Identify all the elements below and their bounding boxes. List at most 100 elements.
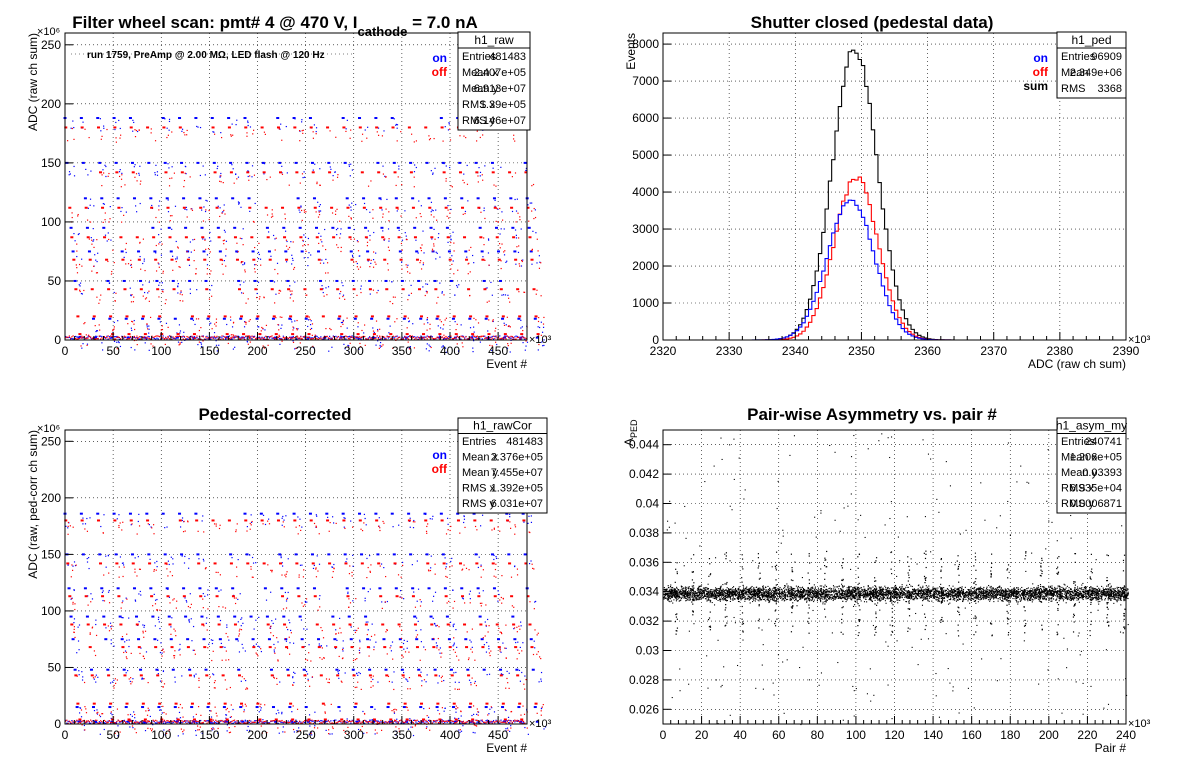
band-point-off: [113, 519, 117, 522]
band-point-off: [291, 333, 295, 336]
scatter-point-off: [387, 675, 390, 678]
scatter-point-on: [131, 715, 133, 717]
scatter-point-off: [284, 213, 286, 215]
scatter-point-off: [357, 681, 359, 683]
scatter-point-on: [283, 519, 285, 521]
scatter-point-off: [99, 299, 101, 301]
baseline-point-on: [376, 720, 378, 722]
scatter-point-on: [99, 118, 102, 120]
band-point-off: [479, 236, 483, 239]
baseline-point-on: [491, 335, 493, 338]
baseline-point-on: [105, 722, 107, 724]
scatter-point-off: [385, 208, 387, 210]
scatter-point-on: [125, 211, 127, 213]
band-point-on: [370, 317, 374, 320]
baseline-point-off: [230, 337, 232, 339]
scatter-point-off: [501, 602, 503, 604]
baseline-point-on: [187, 721, 189, 723]
scatter-point-off: [127, 323, 129, 325]
band-point-off: [415, 646, 419, 649]
scatter-point-on: [165, 322, 168, 324]
scatter-point-off: [76, 675, 78, 677]
scatter-point-off: [94, 325, 96, 327]
scatter-point-on: [367, 126, 369, 128]
scatter-point-off: [311, 323, 314, 325]
baseline-point-off: [445, 335, 447, 338]
band-point-on: [439, 512, 443, 515]
scatter-point-off: [489, 654, 491, 657]
scatter-point-off: [388, 238, 390, 240]
scatter-point-off: [298, 576, 300, 578]
scatter-point-off: [155, 270, 158, 272]
scatter-point-on: [318, 232, 320, 234]
x-tick-label: 0: [62, 344, 69, 358]
scatter-point-off: [159, 609, 161, 611]
scatter-point-off: [164, 343, 166, 346]
baseline-point-off: [359, 336, 361, 338]
band-point-on: [255, 706, 259, 709]
band-point-off: [293, 126, 297, 129]
baseline-point-off: [466, 338, 468, 340]
scatter-point-off: [277, 659, 279, 661]
baseline-point-on: [371, 337, 373, 339]
scatter-point-off: [449, 566, 451, 568]
scatter-point-off: [374, 261, 376, 263]
baseline-point-off: [93, 338, 95, 340]
band-point-off: [201, 623, 205, 626]
baseline-point-on: [250, 720, 252, 722]
scatter-point-on: [486, 287, 488, 289]
x-tick-label: 250: [296, 344, 316, 358]
scatter-point-off: [111, 270, 113, 273]
band-point-on: [132, 587, 136, 590]
scatter-point-on: [474, 732, 476, 734]
scatter-point-off: [360, 528, 362, 530]
scatter-point-off: [369, 266, 371, 268]
scatter-point-on: [524, 675, 526, 677]
scatter-point-on: [505, 647, 507, 649]
baseline-point-off: [197, 338, 199, 340]
baseline-point-on: [313, 721, 316, 723]
scatter-point-on: [118, 514, 120, 516]
band-point-off: [336, 288, 340, 291]
scatter-point-on: [77, 233, 79, 236]
stats-box-name: h1_ped: [1071, 33, 1111, 47]
scatter-point-on: [73, 622, 75, 624]
scatter-point-off: [98, 302, 100, 304]
scatter-point-off: [285, 245, 288, 247]
scatter-point-off: [238, 630, 240, 632]
scatter-point-off: [498, 627, 500, 630]
scatter-point-on: [446, 563, 448, 565]
scatter-point-off: [277, 660, 279, 662]
scatter-point-on: [138, 593, 140, 595]
scatter-point-on: [369, 554, 371, 557]
scatter-point-off: [223, 239, 226, 241]
scatter-point-on: [314, 711, 316, 713]
scatter-point-off: [71, 212, 73, 214]
scatter-point-off: [143, 678, 145, 680]
band-point-off: [270, 674, 274, 677]
x-tick-label: 2370: [980, 344, 1007, 358]
band-point-off: [80, 126, 84, 129]
scatter-point-on: [212, 673, 214, 675]
band-point-on: [169, 250, 173, 253]
scatter-point-on: [463, 173, 465, 175]
band-point-off: [92, 315, 96, 318]
band-point-off: [432, 646, 436, 649]
band-point-off: [321, 702, 325, 705]
scatter-point-off: [239, 237, 241, 239]
scatter-point-off: [349, 342, 351, 344]
band-point-on: [517, 317, 521, 320]
scatter-point-off: [523, 291, 525, 293]
baseline-point-on: [425, 721, 427, 723]
scatter-point-off: [336, 244, 338, 246]
scatter-point-on: [79, 282, 82, 284]
scatter-point-on: [225, 714, 227, 716]
scatter-point-on: [201, 732, 203, 734]
band-point-on: [139, 668, 143, 671]
scatter-point-on: [425, 348, 428, 350]
baseline-point-on: [380, 721, 382, 723]
baseline-point-on: [90, 337, 92, 339]
band-point-on: [312, 587, 316, 590]
scatter-point-off: [335, 136, 337, 138]
baseline-point-on: [290, 338, 292, 340]
